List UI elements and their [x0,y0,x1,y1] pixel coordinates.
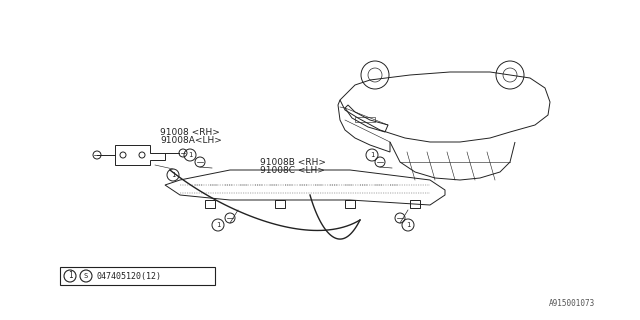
Text: 1: 1 [68,271,72,281]
Text: 91008 <RH>: 91008 <RH> [160,128,220,137]
Text: 91008A<LH>: 91008A<LH> [160,136,222,145]
Text: 1: 1 [406,222,410,228]
Text: 91008C <LH>: 91008C <LH> [260,166,325,175]
Bar [60,267,215,285]
Text: 1: 1 [216,222,220,228]
Text: 1: 1 [171,172,175,178]
Text: 1: 1 [188,152,192,158]
Bar [355,117,375,122]
Text: S: S [84,273,88,279]
Text: 047405120(12): 047405120(12) [96,271,161,281]
Text: 91008B <RH>: 91008B <RH> [260,158,326,167]
Text: A915001073: A915001073 [548,299,595,308]
Text: 1: 1 [370,152,374,158]
